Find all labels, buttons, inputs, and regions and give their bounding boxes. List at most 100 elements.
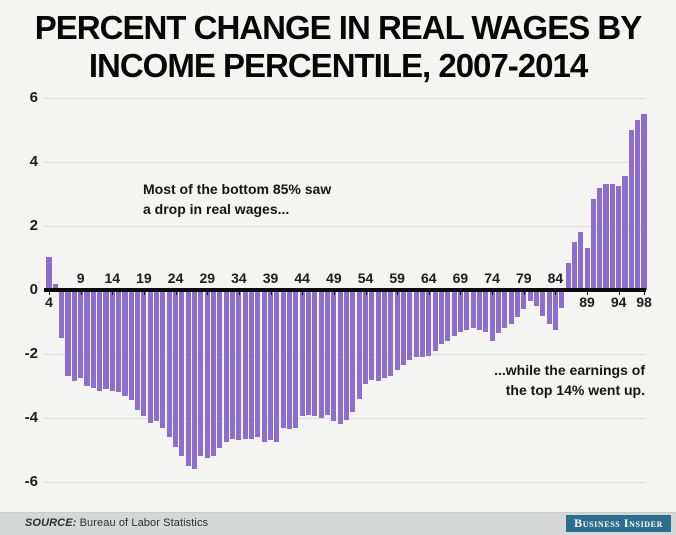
- x-tick-29: [207, 292, 209, 295]
- x-axis-label-89: 89: [579, 294, 595, 310]
- bar-percentile-78: [514, 290, 520, 318]
- bar-percentile-8: [71, 290, 77, 382]
- bar-percentile-67: [445, 290, 451, 342]
- bar-percentile-90: [590, 198, 596, 290]
- bar-percentile-77: [508, 290, 514, 324]
- bar-percentile-52: [350, 290, 356, 412]
- x-tick-14: [112, 292, 114, 295]
- bar-percentile-23: [166, 290, 172, 438]
- bar-percentile-56: [375, 290, 381, 382]
- bar-percentile-36: [249, 290, 255, 439]
- annotation-top-14: ...while the earnings of the top 14% wen…: [494, 361, 645, 400]
- bar-percentile-81: [533, 290, 539, 306]
- bar-percentile-41: [280, 290, 286, 428]
- annotation-left-line2: a drop in real wages...: [143, 200, 290, 217]
- x-tick-9: [80, 292, 82, 295]
- annotation-right-line2: the top 14% went up.: [505, 381, 645, 398]
- bar-percentile-73: [483, 290, 489, 332]
- bar-percentile-72: [476, 290, 482, 330]
- bar-percentile-6: [59, 290, 65, 338]
- bar-percentile-87: [571, 242, 577, 290]
- bar-percentile-69: [457, 290, 463, 332]
- bar-percentile-20: [147, 290, 153, 423]
- x-tick-79: [523, 292, 525, 295]
- bar-percentile-53: [356, 290, 362, 399]
- y-axis-label-2: 2: [29, 217, 38, 234]
- x-axis-label-29: 29: [199, 270, 216, 286]
- footer-bar: SOURCE: Bureau of Labor Statistics Busin…: [0, 512, 676, 535]
- bar-percentile-30: [211, 290, 217, 457]
- x-axis-label-98: 98: [636, 294, 652, 310]
- bar-percentile-51: [343, 290, 350, 420]
- bar-percentile-88: [578, 232, 584, 290]
- x-axis-label-79: 79: [515, 270, 532, 286]
- bar-percentile-61: [407, 290, 413, 361]
- x-tick-24: [175, 292, 177, 295]
- bar-percentile-15: [116, 290, 122, 393]
- bar-percentile-7: [65, 290, 71, 377]
- bar-percentile-62: [413, 290, 419, 358]
- bar-percentile-37: [255, 290, 261, 438]
- x-axis-label-69: 69: [452, 270, 469, 286]
- bar-percentile-16: [122, 290, 128, 396]
- bar-percentile-93: [609, 184, 615, 290]
- x-tick-64: [428, 292, 430, 295]
- x-tick-49: [333, 292, 335, 295]
- x-tick-74: [492, 292, 494, 295]
- bar-percentile-63: [419, 290, 425, 358]
- bar-percentile-64: [426, 290, 432, 356]
- x-tick-39: [270, 292, 272, 295]
- bar-percentile-80: [527, 290, 533, 302]
- bar-percentile-58: [388, 290, 394, 377]
- x-tick-98: [644, 292, 646, 295]
- zero-axis-line: [44, 288, 646, 292]
- x-axis-label-39: 39: [262, 270, 279, 286]
- bar-percentile-74: [489, 290, 495, 342]
- x-axis-label-44: 44: [294, 270, 310, 286]
- source-label: SOURCE:: [25, 517, 77, 529]
- title-line-1: PERCENT CHANGE IN REAL WAGES BY: [34, 9, 642, 46]
- x-axis-label-54: 54: [357, 270, 374, 286]
- annotation-left-line1: Most of the bottom 85% saw: [143, 181, 332, 197]
- bar-percentile-17: [128, 290, 134, 401]
- bar-percentile-86: [565, 262, 571, 290]
- bar-percentile-70: [464, 290, 470, 330]
- bar-percentile-24: [173, 290, 179, 447]
- x-axis-label-49: 49: [326, 270, 342, 286]
- gridline-y--6: [44, 481, 646, 483]
- source-text: SOURCE: Bureau of Labor Statistics: [25, 517, 208, 529]
- bar-percentile-89: [584, 248, 590, 290]
- x-tick-34: [238, 292, 240, 295]
- gridline-y-6: [44, 97, 646, 99]
- brand-badge: Business Insider: [566, 515, 671, 532]
- bar-percentile-27: [192, 290, 198, 470]
- bar-percentile-38: [261, 290, 267, 442]
- bar-percentile-14: [109, 290, 115, 391]
- bar-percentile-55: [369, 290, 375, 380]
- x-axis-label-59: 59: [389, 270, 405, 286]
- y-axis-label-6: 6: [29, 89, 38, 106]
- x-axis-label-94: 94: [610, 294, 627, 310]
- bar-percentile-26: [185, 290, 191, 466]
- x-axis-label-9: 9: [76, 270, 85, 286]
- bar-percentile-57: [381, 290, 388, 378]
- bar-percentile-28: [198, 290, 204, 457]
- bar-percentile-31: [217, 290, 223, 449]
- x-tick-54: [365, 292, 367, 295]
- bar-percentile-96: [628, 130, 634, 290]
- bar-percentile-5: [52, 283, 58, 290]
- x-axis-label-24: 24: [167, 270, 184, 286]
- bar-percentile-18: [135, 290, 141, 410]
- bar-percentile-65: [432, 290, 438, 351]
- gridline-y-2: [44, 225, 646, 227]
- bar-percentile-79: [521, 290, 527, 310]
- annotation-right-line1: ...while the earnings of: [494, 362, 645, 378]
- bar-percentile-95: [622, 176, 628, 290]
- bar-percentile-39: [268, 290, 274, 441]
- x-tick-44: [302, 292, 304, 295]
- bar-percentile-44: [299, 290, 305, 417]
- bar-percentile-54: [362, 290, 369, 385]
- x-axis-label-74: 74: [484, 270, 500, 286]
- bar-percentile-9: [78, 290, 84, 378]
